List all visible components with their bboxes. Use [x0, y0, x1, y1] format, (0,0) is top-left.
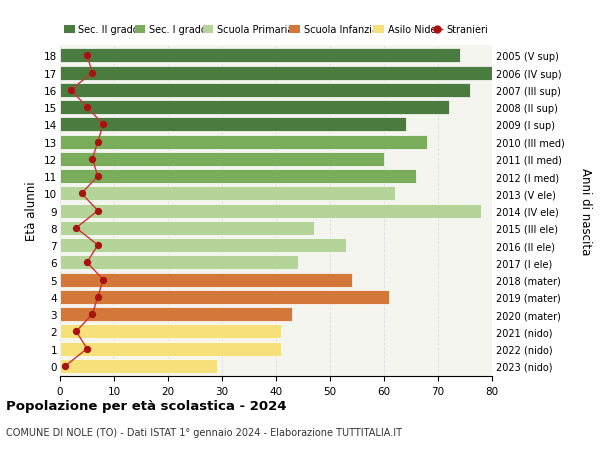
- Text: Popolazione per età scolastica - 2024: Popolazione per età scolastica - 2024: [6, 399, 287, 412]
- Point: [93, 294, 103, 301]
- Point: [82, 52, 92, 60]
- Point: [88, 70, 97, 77]
- Bar: [60, 204, 481, 218]
- Bar: [60, 359, 217, 373]
- Bar: [60, 221, 314, 235]
- Bar: [60, 325, 281, 339]
- Y-axis label: Età alunni: Età alunni: [25, 181, 38, 241]
- Bar: [60, 84, 470, 98]
- Legend: Sec. II grado, Sec. I grado, Scuola Primaria, Scuola Infanzia, Asilo Nido, Stran: Sec. II grado, Sec. I grado, Scuola Prim…: [60, 22, 492, 39]
- Point: [93, 207, 103, 215]
- Point: [82, 104, 92, 112]
- Bar: [60, 187, 395, 201]
- Bar: [60, 170, 416, 184]
- Bar: [60, 290, 389, 304]
- Bar: [60, 308, 292, 321]
- Point: [66, 87, 76, 95]
- Bar: [60, 342, 281, 356]
- Bar: [60, 67, 492, 80]
- Point: [82, 259, 92, 266]
- Bar: [60, 49, 460, 63]
- Bar: [60, 101, 449, 115]
- Point: [82, 345, 92, 353]
- Bar: [60, 135, 427, 149]
- Point: [71, 225, 81, 232]
- Bar: [60, 118, 406, 132]
- Point: [98, 276, 108, 284]
- Point: [88, 156, 97, 163]
- Text: COMUNE DI NOLE (TO) - Dati ISTAT 1° gennaio 2024 - Elaborazione TUTTITALIA.IT: COMUNE DI NOLE (TO) - Dati ISTAT 1° genn…: [6, 427, 402, 437]
- Bar: [60, 152, 384, 167]
- Point: [71, 328, 81, 335]
- Point: [93, 242, 103, 249]
- Point: [93, 173, 103, 180]
- Y-axis label: Anni di nascita: Anni di nascita: [579, 168, 592, 255]
- Point: [88, 311, 97, 318]
- Point: [98, 121, 108, 129]
- Bar: [60, 256, 298, 270]
- Point: [77, 190, 86, 197]
- Point: [93, 139, 103, 146]
- Bar: [60, 273, 352, 287]
- Point: [61, 363, 70, 370]
- Bar: [60, 239, 346, 252]
